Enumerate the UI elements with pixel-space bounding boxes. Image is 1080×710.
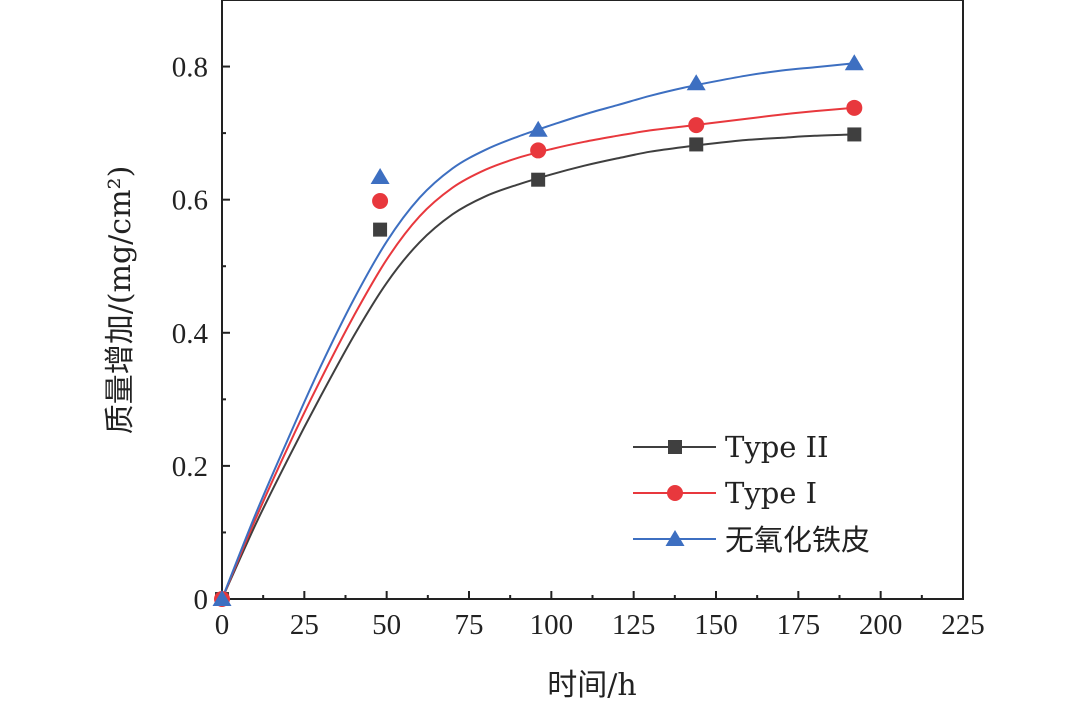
y-axis-title: 质量增加/(mg/cm²) — [103, 166, 138, 435]
legend-marker-no-scale — [665, 530, 685, 546]
x-tick-label: 200 — [859, 609, 903, 641]
x-axis-title: 时间/h — [547, 668, 636, 703]
data-point-series-2 — [528, 120, 548, 137]
data-point-series-2 — [370, 168, 390, 184]
y-tick-label: 0.8 — [172, 52, 208, 84]
legend-marker-type-ii — [668, 440, 682, 454]
data-point-series-1 — [530, 142, 547, 159]
fit-curve-series-0 — [221, 133, 855, 600]
data-point-series-1 — [846, 99, 863, 116]
x-tick-label: 175 — [777, 609, 821, 641]
x-tick-label: 75 — [455, 609, 484, 641]
data-point-series-1 — [372, 192, 389, 209]
y-tick-label: 0.2 — [172, 451, 208, 483]
y-tick-label: 0.4 — [172, 318, 209, 350]
data-point-series-2 — [686, 74, 706, 91]
x-tick-label: 25 — [290, 609, 319, 641]
y-tick-label: 0.6 — [172, 185, 208, 217]
x-tick-label: 125 — [612, 609, 656, 641]
legend-marker-type-i — [667, 485, 683, 501]
data-markers — [212, 54, 864, 607]
x-tick-label: 50 — [372, 609, 401, 641]
plot-frame — [221, 0, 964, 600]
data-point-series-2 — [844, 54, 864, 71]
x-tick-label: 0 — [215, 609, 230, 641]
x-tick-label: 150 — [694, 609, 738, 641]
legend-label-type-i: Type I — [725, 476, 817, 510]
data-point-series-0 — [689, 137, 704, 152]
data-point-series-0 — [373, 222, 388, 237]
legend-label-no-scale: 无氧化铁皮 — [725, 523, 870, 557]
legend-label-type-ii: Type II — [725, 430, 829, 464]
data-point-series-0 — [531, 172, 546, 187]
data-point-series-2 — [212, 590, 232, 606]
fit-curve-series-2 — [221, 62, 855, 600]
fit-curve-series-1 — [221, 106, 855, 600]
data-point-series-1 — [688, 117, 705, 134]
legend: Type II Type I 无氧化铁皮 — [633, 430, 870, 557]
x-tick-label: 100 — [530, 609, 574, 641]
data-point-series-0 — [847, 127, 862, 142]
y-tick-label: 0 — [194, 584, 209, 616]
fit-curves — [221, 62, 855, 600]
axes: 0 25 50 75 100 125 150 175 200 225 0 0.2 0.4 0.6 0.8 — [172, 52, 985, 641]
x-tick-label: 225 — [941, 609, 985, 641]
